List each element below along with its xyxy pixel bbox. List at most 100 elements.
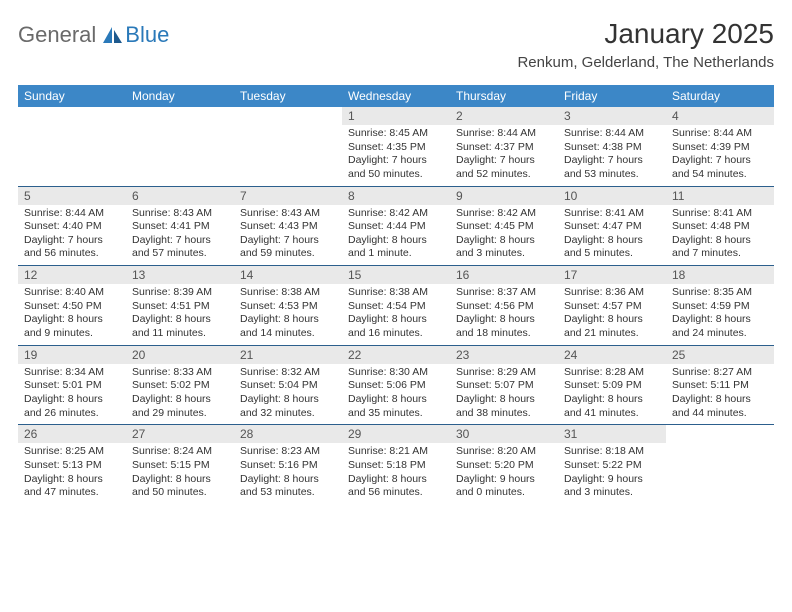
day-cell: 20Sunrise: 8:33 AMSunset: 5:02 PMDayligh… [126, 346, 234, 425]
day-number: 25 [666, 346, 774, 364]
day-number: 19 [18, 346, 126, 364]
day-cell [18, 107, 126, 186]
day-details: Sunrise: 8:30 AMSunset: 5:06 PMDaylight:… [342, 364, 450, 425]
day-cell: 11Sunrise: 8:41 AMSunset: 4:48 PMDayligh… [666, 187, 774, 266]
day-cell: 7Sunrise: 8:43 AMSunset: 4:43 PMDaylight… [234, 187, 342, 266]
day-cell: 26Sunrise: 8:25 AMSunset: 5:13 PMDayligh… [18, 425, 126, 504]
weekday-row: SundayMondayTuesdayWednesdayThursdayFrid… [18, 85, 774, 107]
month-title: January 2025 [517, 18, 774, 50]
weekday-label: Wednesday [342, 85, 450, 107]
day-cell: 12Sunrise: 8:40 AMSunset: 4:50 PMDayligh… [18, 266, 126, 345]
day-cell: 5Sunrise: 8:44 AMSunset: 4:40 PMDaylight… [18, 187, 126, 266]
day-cell [666, 425, 774, 504]
day-number: 27 [126, 425, 234, 443]
day-cell [234, 107, 342, 186]
day-number [234, 107, 342, 124]
day-details: Sunrise: 8:38 AMSunset: 4:53 PMDaylight:… [234, 284, 342, 345]
day-cell: 2Sunrise: 8:44 AMSunset: 4:37 PMDaylight… [450, 107, 558, 186]
day-details: Sunrise: 8:41 AMSunset: 4:48 PMDaylight:… [666, 205, 774, 266]
week-row: 19Sunrise: 8:34 AMSunset: 5:01 PMDayligh… [18, 346, 774, 426]
week-row: 26Sunrise: 8:25 AMSunset: 5:13 PMDayligh… [18, 425, 774, 504]
day-number: 1 [342, 107, 450, 125]
day-cell: 27Sunrise: 8:24 AMSunset: 5:15 PMDayligh… [126, 425, 234, 504]
week-row: 12Sunrise: 8:40 AMSunset: 4:50 PMDayligh… [18, 266, 774, 346]
calendar-document: General Blue January 2025 Renkum, Gelder… [0, 0, 792, 514]
day-details: Sunrise: 8:36 AMSunset: 4:57 PMDaylight:… [558, 284, 666, 345]
day-details: Sunrise: 8:41 AMSunset: 4:47 PMDaylight:… [558, 205, 666, 266]
day-number: 24 [558, 346, 666, 364]
sail-icon [102, 26, 124, 44]
logo-text-general: General [18, 22, 96, 48]
day-cell: 13Sunrise: 8:39 AMSunset: 4:51 PMDayligh… [126, 266, 234, 345]
day-cell: 28Sunrise: 8:23 AMSunset: 5:16 PMDayligh… [234, 425, 342, 504]
day-cell: 9Sunrise: 8:42 AMSunset: 4:45 PMDaylight… [450, 187, 558, 266]
day-cell: 23Sunrise: 8:29 AMSunset: 5:07 PMDayligh… [450, 346, 558, 425]
location: Renkum, Gelderland, The Netherlands [517, 54, 774, 71]
day-cell: 17Sunrise: 8:36 AMSunset: 4:57 PMDayligh… [558, 266, 666, 345]
day-details: Sunrise: 8:23 AMSunset: 5:16 PMDaylight:… [234, 443, 342, 504]
day-details: Sunrise: 8:42 AMSunset: 4:45 PMDaylight:… [450, 205, 558, 266]
day-details: Sunrise: 8:33 AMSunset: 5:02 PMDaylight:… [126, 364, 234, 425]
day-number [666, 425, 774, 442]
day-details: Sunrise: 8:44 AMSunset: 4:38 PMDaylight:… [558, 125, 666, 186]
day-cell: 8Sunrise: 8:42 AMSunset: 4:44 PMDaylight… [342, 187, 450, 266]
day-number: 26 [18, 425, 126, 443]
day-details: Sunrise: 8:44 AMSunset: 4:39 PMDaylight:… [666, 125, 774, 186]
day-cell: 25Sunrise: 8:27 AMSunset: 5:11 PMDayligh… [666, 346, 774, 425]
day-details: Sunrise: 8:40 AMSunset: 4:50 PMDaylight:… [18, 284, 126, 345]
day-cell: 14Sunrise: 8:38 AMSunset: 4:53 PMDayligh… [234, 266, 342, 345]
day-cell: 29Sunrise: 8:21 AMSunset: 5:18 PMDayligh… [342, 425, 450, 504]
day-number: 20 [126, 346, 234, 364]
day-details: Sunrise: 8:32 AMSunset: 5:04 PMDaylight:… [234, 364, 342, 425]
week-row: 1Sunrise: 8:45 AMSunset: 4:35 PMDaylight… [18, 107, 774, 187]
day-cell: 16Sunrise: 8:37 AMSunset: 4:56 PMDayligh… [450, 266, 558, 345]
weekday-label: Saturday [666, 85, 774, 107]
day-details: Sunrise: 8:43 AMSunset: 4:41 PMDaylight:… [126, 205, 234, 266]
weekday-label: Friday [558, 85, 666, 107]
day-details: Sunrise: 8:28 AMSunset: 5:09 PMDaylight:… [558, 364, 666, 425]
week-row: 5Sunrise: 8:44 AMSunset: 4:40 PMDaylight… [18, 187, 774, 267]
weekday-label: Tuesday [234, 85, 342, 107]
day-cell: 15Sunrise: 8:38 AMSunset: 4:54 PMDayligh… [342, 266, 450, 345]
day-details: Sunrise: 8:25 AMSunset: 5:13 PMDaylight:… [18, 443, 126, 504]
day-number: 31 [558, 425, 666, 443]
day-number: 3 [558, 107, 666, 125]
day-number: 18 [666, 266, 774, 284]
day-number: 9 [450, 187, 558, 205]
day-number: 13 [126, 266, 234, 284]
day-cell: 6Sunrise: 8:43 AMSunset: 4:41 PMDaylight… [126, 187, 234, 266]
day-details: Sunrise: 8:35 AMSunset: 4:59 PMDaylight:… [666, 284, 774, 345]
day-details: Sunrise: 8:21 AMSunset: 5:18 PMDaylight:… [342, 443, 450, 504]
day-details: Sunrise: 8:38 AMSunset: 4:54 PMDaylight:… [342, 284, 450, 345]
logo-text-blue: Blue [125, 22, 169, 48]
day-number: 4 [666, 107, 774, 125]
day-number: 23 [450, 346, 558, 364]
day-cell: 30Sunrise: 8:20 AMSunset: 5:20 PMDayligh… [450, 425, 558, 504]
day-number: 15 [342, 266, 450, 284]
day-details: Sunrise: 8:44 AMSunset: 4:37 PMDaylight:… [450, 125, 558, 186]
day-number: 10 [558, 187, 666, 205]
weekday-label: Monday [126, 85, 234, 107]
weeks-container: 1Sunrise: 8:45 AMSunset: 4:35 PMDaylight… [18, 107, 774, 504]
day-number: 17 [558, 266, 666, 284]
weekday-label: Thursday [450, 85, 558, 107]
day-number: 14 [234, 266, 342, 284]
header: General Blue January 2025 Renkum, Gelder… [18, 18, 774, 71]
day-cell: 3Sunrise: 8:44 AMSunset: 4:38 PMDaylight… [558, 107, 666, 186]
day-cell: 21Sunrise: 8:32 AMSunset: 5:04 PMDayligh… [234, 346, 342, 425]
day-cell: 4Sunrise: 8:44 AMSunset: 4:39 PMDaylight… [666, 107, 774, 186]
day-number: 16 [450, 266, 558, 284]
day-details: Sunrise: 8:43 AMSunset: 4:43 PMDaylight:… [234, 205, 342, 266]
day-cell: 24Sunrise: 8:28 AMSunset: 5:09 PMDayligh… [558, 346, 666, 425]
day-cell: 1Sunrise: 8:45 AMSunset: 4:35 PMDaylight… [342, 107, 450, 186]
day-number: 28 [234, 425, 342, 443]
day-cell: 10Sunrise: 8:41 AMSunset: 4:47 PMDayligh… [558, 187, 666, 266]
day-number: 30 [450, 425, 558, 443]
day-details: Sunrise: 8:20 AMSunset: 5:20 PMDaylight:… [450, 443, 558, 504]
day-number: 7 [234, 187, 342, 205]
day-details: Sunrise: 8:18 AMSunset: 5:22 PMDaylight:… [558, 443, 666, 504]
day-details: Sunrise: 8:45 AMSunset: 4:35 PMDaylight:… [342, 125, 450, 186]
day-details: Sunrise: 8:44 AMSunset: 4:40 PMDaylight:… [18, 205, 126, 266]
day-number: 8 [342, 187, 450, 205]
day-details: Sunrise: 8:29 AMSunset: 5:07 PMDaylight:… [450, 364, 558, 425]
